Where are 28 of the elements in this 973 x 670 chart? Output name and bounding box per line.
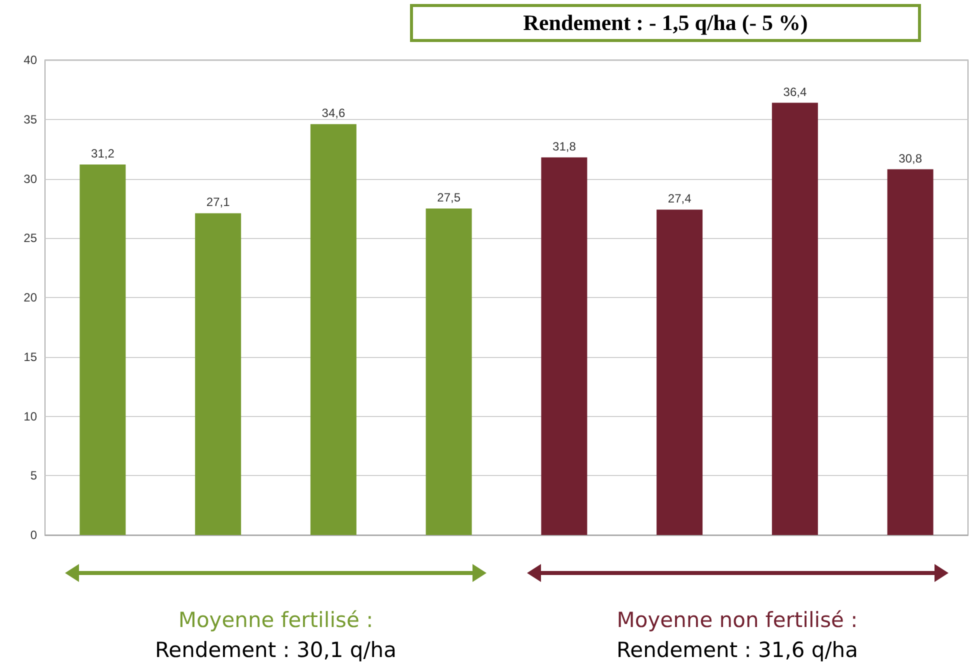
bar bbox=[772, 102, 818, 535]
data-label: 27,5 bbox=[437, 190, 461, 204]
y-tick-label: 10 bbox=[24, 409, 38, 424]
text: Rendement : - 1,5 q/ha (- 5 %) bbox=[410, 4, 921, 42]
bar bbox=[541, 157, 588, 535]
y-tick-label: 40 bbox=[24, 53, 38, 67]
bar bbox=[887, 169, 934, 535]
data-label: 31,8 bbox=[552, 139, 576, 154]
bar bbox=[310, 124, 356, 535]
data-label: 34,6 bbox=[322, 106, 346, 120]
text: Moyenne fertilisé : Rendement : 30,1 q/ha bbox=[155, 608, 396, 662]
text: Moyenne non fertilisé : Rendement : 31,6 q/ha bbox=[616, 608, 858, 662]
data-label: 27,1 bbox=[206, 195, 230, 210]
y-tick-label: 30 bbox=[24, 172, 38, 186]
data-label: 31,2 bbox=[91, 146, 115, 160]
data-label: 36,4 bbox=[783, 84, 807, 99]
y-tick-label: 5 bbox=[30, 468, 38, 483]
y-tick-label: 15 bbox=[24, 350, 38, 364]
y-tick-label: 20 bbox=[24, 290, 38, 304]
y-tick-label: 35 bbox=[24, 112, 38, 126]
y-tick-label: 25 bbox=[24, 231, 38, 246]
bar bbox=[195, 213, 242, 535]
bar bbox=[656, 210, 703, 535]
bar bbox=[80, 164, 126, 535]
bar bbox=[426, 208, 472, 535]
data-label: 27,4 bbox=[668, 192, 692, 206]
data-label: 30,8 bbox=[898, 151, 922, 166]
y-tick-label: 0 bbox=[30, 528, 38, 542]
